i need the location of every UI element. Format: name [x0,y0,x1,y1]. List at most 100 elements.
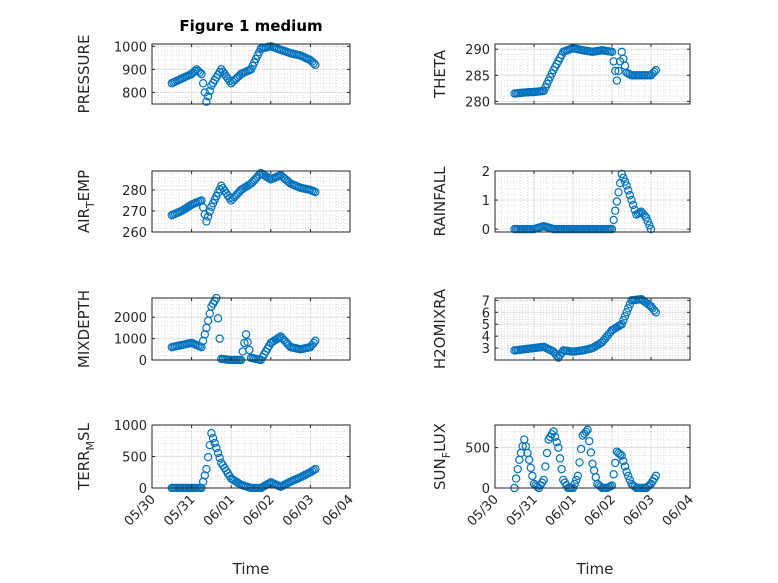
data-point [213,314,223,323]
data-point [583,425,592,435]
axes-box [494,297,691,361]
y-tick-label: 0 [482,482,490,497]
subplot-mixdepth: 0 1000 2000 MIXDEPTH [75,290,351,369]
y-tick-label: 500 [465,442,490,457]
y-axis-label: MIXDEPTH [75,290,93,368]
data-point [554,443,563,452]
data-point [311,336,320,345]
y-tick-label: 1000 [114,333,147,348]
axes-box [151,43,351,105]
subplot-air-temp: 260 270 280 AIRTEMP [75,168,351,241]
data-point [552,351,561,360]
data-point [612,197,622,206]
y-tick-label: 4 [482,330,490,345]
x-tick-label: 05/30 [465,492,502,529]
axes-box [494,43,691,105]
data-point [614,66,623,76]
data-point [208,433,218,443]
data-point [243,337,252,347]
x-tick-label: 06/04 [660,492,697,529]
data-point [651,308,661,317]
data-point [622,308,631,317]
data-point [202,217,211,226]
y-tick-label: 1 [482,194,490,209]
data-point [245,345,254,355]
data-point [572,475,581,485]
data-point [622,467,631,477]
y-tick-label: 270 [122,205,147,220]
y-tick-label: 0 [139,354,147,369]
data-point [619,173,628,182]
y-axis-label: H2OMIXRA [431,288,449,369]
subplot-sun-flux: 0 500 SUNFLUX 05/30 05/31 06/01 06/02 06/03 06/0… [431,423,697,529]
y-axis-label: PRESSURE [75,35,93,114]
data-point [646,224,656,234]
data-point [309,59,318,68]
data-point [557,464,566,474]
data-point [195,68,205,77]
y-axis-label: SUNFLUX [431,423,453,490]
axes-box [151,170,351,233]
y-tick-label: 6 [482,306,490,321]
data-point [611,206,620,215]
x-tick-label: 06/04 [320,492,357,529]
data-point [539,475,548,485]
data-point [650,306,659,315]
data-point [213,448,223,458]
y-tick-label: 3 [482,342,490,357]
data-point [614,188,623,197]
data-point [607,481,617,490]
data-point [617,169,626,179]
data-point [624,186,633,195]
data-point [645,221,654,230]
y-tick-label: 2 [482,165,490,180]
data-point [215,453,224,463]
x-tick-label: 05/30 [122,492,159,529]
x-tick-label: 06/01 [543,492,580,529]
data-point [202,464,211,474]
data-point [651,65,661,75]
x-tick-label: 06/03 [621,492,658,529]
y-tick-label: 900 [122,63,147,78]
data-point [607,47,617,57]
data-point [625,191,635,200]
data-point [511,474,521,483]
data-point [651,471,661,481]
data-point [197,69,206,79]
data-point [215,334,224,343]
y-tick-label: 0 [482,223,490,238]
data-point [205,207,214,216]
y-tick-label: 0 [139,482,147,497]
subplot-terr-msl: 0 500 1000 TERRMSL 05/30 05/31 06/01 06/02 06/03… [75,419,357,529]
data-point [611,458,620,468]
data-point [611,66,620,76]
y-tick-label: 280 [465,95,490,110]
y-tick-label: 280 [122,184,147,199]
x-tick-label: 05/31 [504,492,541,529]
axes-box [151,297,351,361]
data-point [619,316,628,325]
y-tick-label: 2000 [114,311,147,326]
y-axis-label: THETA [431,49,449,99]
x-tick-label: 06/02 [241,492,278,529]
data-point [650,67,659,77]
data-point [609,215,618,225]
data-point [528,471,537,481]
y-tick-label: 285 [465,69,490,84]
data-series [510,425,661,492]
data-point [620,177,630,186]
data-point [524,455,534,464]
data-point [609,57,618,66]
data-point [198,79,208,88]
data-point [513,464,522,474]
data-series [167,42,320,106]
axes-box [494,170,691,233]
data-point [643,217,652,226]
data-point [202,97,211,106]
y-axis-label: TERRMSL [75,422,97,491]
data-point [207,428,216,438]
data-point [274,333,284,342]
data-point [552,438,561,447]
data-point [555,454,565,463]
